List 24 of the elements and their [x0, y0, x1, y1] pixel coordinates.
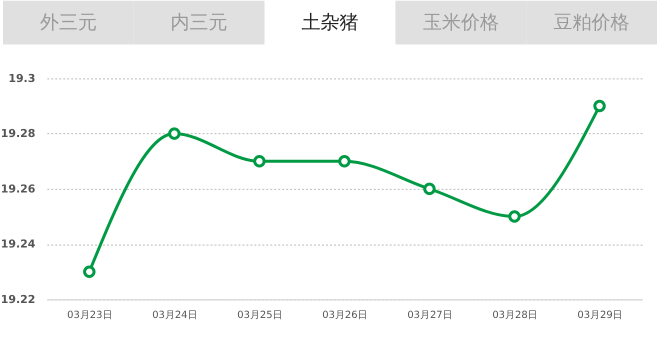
point — [338, 155, 351, 168]
x-tick-label: 03月27日 — [407, 310, 453, 321]
point — [593, 100, 606, 112]
x-tick-label: 03月28日 — [492, 310, 538, 321]
point — [168, 127, 181, 140]
y-tick-label: 19.26 — [0, 182, 36, 196]
x-tick-label: 03月24日 — [152, 310, 198, 321]
y-tick-label: 19.24 — [0, 238, 36, 251]
chart-title: 土杂猪 — [301, 12, 358, 34]
x-tick-label: 03月25日 — [237, 310, 283, 321]
text: 玉米价格 — [422, 12, 499, 34]
text: 内三元 — [170, 12, 228, 34]
x-tick-label: 03月26日 — [322, 310, 368, 321]
point — [423, 182, 436, 196]
text: 外三元 — [40, 12, 97, 34]
point — [253, 155, 266, 168]
x-tick-label: 03月29日 — [577, 310, 623, 321]
y-tick-label: 19.22 — [0, 292, 36, 306]
point — [508, 210, 521, 223]
point — [83, 266, 96, 278]
y-tick-label: 19.28 — [0, 127, 36, 140]
x-tick-label: 03月23日 — [67, 310, 112, 321]
y-tick-label: 19.3 — [8, 72, 36, 85]
text: 豆粕价格 — [554, 12, 630, 34]
